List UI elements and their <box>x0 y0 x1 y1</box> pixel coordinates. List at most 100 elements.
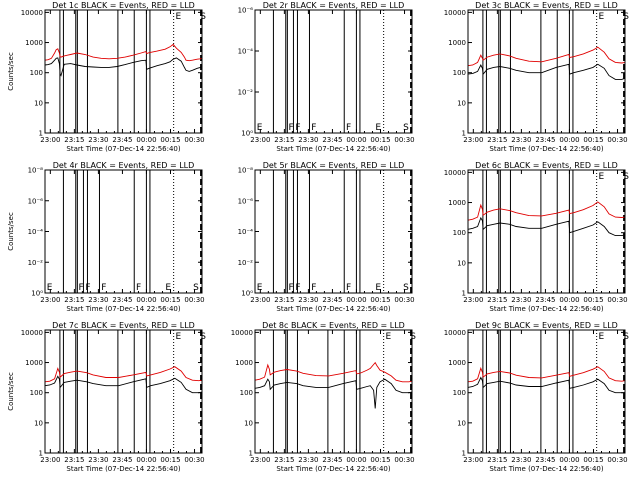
y-tick-label: 10⁻⁶ <box>238 197 254 205</box>
x-tick-label: 00:00 <box>346 296 366 304</box>
y-tick-label: 10⁰ <box>31 290 43 298</box>
x-tick-label: 23:15 <box>274 136 294 144</box>
y-tick-label: 1000 <box>25 359 43 367</box>
x-axis-label: Start Time (07-Dec-14 22:56:40) <box>489 305 603 313</box>
flag-marker: F <box>85 283 90 293</box>
y-tick-label: 10 <box>34 419 43 427</box>
x-tick-label: 00:15 <box>583 456 603 464</box>
x-tick-label: 23:00 <box>40 136 60 144</box>
plot-frame <box>467 329 626 454</box>
flag-marker: F <box>289 283 294 293</box>
y-tick-label: 10⁻⁶ <box>28 197 44 205</box>
panel-title: Det 2r BLACK = Events, RED = LLD <box>263 1 405 10</box>
x-axis-label: Start Time (07-Dec-14 22:56:40) <box>66 465 180 473</box>
y-tick-label: 1000 <box>448 199 466 207</box>
series-line <box>467 366 626 383</box>
x-tick-label: 23:00 <box>250 456 270 464</box>
y-tick-label: 10000 <box>444 9 466 17</box>
x-tick-label: 23:00 <box>463 136 483 144</box>
flag-marker: F <box>346 283 351 293</box>
x-axis-label: Start Time (07-Dec-14 22:56:40) <box>489 465 603 473</box>
y-tick-label: 1 <box>39 450 43 458</box>
y-tick-label: 10⁻⁶ <box>238 7 254 15</box>
flag-marker: E <box>375 283 381 293</box>
x-tick-label: 23:30 <box>511 296 531 304</box>
series-line <box>254 361 413 383</box>
x-tick-label: 00:15 <box>370 136 390 144</box>
y-tick-label: 1000 <box>25 39 43 47</box>
x-tick-label: 23:45 <box>112 136 132 144</box>
x-tick-label: 23:30 <box>298 296 318 304</box>
x-tick-label: 00:30 <box>607 296 627 304</box>
flag-marker: S <box>200 12 206 22</box>
plot-frame <box>44 329 203 454</box>
y-tick-label: 100 <box>30 389 43 397</box>
y-tick-label: 1000 <box>448 39 466 47</box>
x-tick-label: 23:15 <box>487 456 507 464</box>
y-tick-label: 10⁰ <box>241 290 253 298</box>
flag-marker: E <box>165 283 171 293</box>
x-tick-label: 23:00 <box>250 136 270 144</box>
y-tick-label: 10000 <box>444 329 466 337</box>
y-tick-label: 10⁻² <box>238 89 254 97</box>
detector-panel: Det 1c BLACK = Events, RED = LLD 23:00 23:… <box>7 1 206 153</box>
flag-marker: E <box>257 123 263 133</box>
flag-marker: F <box>346 123 351 133</box>
x-tick-label: 23:30 <box>511 136 531 144</box>
x-tick-label: 23:00 <box>40 456 60 464</box>
series-line <box>467 46 626 67</box>
flag-marker: E <box>175 12 181 22</box>
x-axis-label: Start Time (07-Dec-14 22:56:40) <box>276 465 390 473</box>
y-tick-label: 100 <box>30 69 43 77</box>
detector-panel: Det 4r BLACK = Events, RED = LLD 23:00 23:… <box>7 161 205 313</box>
flag-marker: E <box>175 332 181 342</box>
flag-marker: F <box>101 283 106 293</box>
x-axis-label: Start Time (07-Dec-14 22:56:40) <box>276 305 390 313</box>
flag-marker: S <box>623 12 629 22</box>
x-tick-label: 23:45 <box>535 296 555 304</box>
series-line <box>467 376 625 394</box>
flag-marker: F <box>79 283 84 293</box>
flag-marker: F <box>295 123 300 133</box>
flag-marker: S <box>403 123 409 133</box>
x-tick-label: 23:45 <box>322 456 342 464</box>
y-tick-label: 100 <box>453 389 466 397</box>
x-tick-label: 00:00 <box>559 456 579 464</box>
x-tick-label: 00:30 <box>394 456 414 464</box>
x-tick-label: 00:15 <box>160 296 180 304</box>
flag-marker: E <box>47 283 53 293</box>
x-tick-label: 00:30 <box>184 456 204 464</box>
y-tick-label: 10⁻² <box>238 259 254 267</box>
flag-marker: E <box>385 332 391 342</box>
flag-marker: S <box>623 332 629 342</box>
y-tick-label: 10000 <box>21 329 43 337</box>
y-tick-label: 1 <box>39 130 43 138</box>
x-tick-label: 23:45 <box>322 296 342 304</box>
x-tick-label: 23:15 <box>64 136 84 144</box>
series-line <box>467 63 626 80</box>
x-tick-label: 23:30 <box>88 456 108 464</box>
plot-frame <box>254 169 413 294</box>
flag-marker: E <box>598 332 604 342</box>
x-tick-label: 23:15 <box>487 296 507 304</box>
panel-title: Det 4r BLACK = Events, RED = LLD <box>53 161 195 170</box>
plot-frame <box>44 169 203 294</box>
x-tick-label: 23:00 <box>40 296 60 304</box>
plot-frame <box>254 9 413 134</box>
x-tick-label: 23:45 <box>535 136 555 144</box>
panel-title: Det 1c BLACK = Events, RED = LLD <box>52 1 195 10</box>
panel-title: Det 3c BLACK = Events, RED = LLD <box>475 1 618 10</box>
series-line <box>44 375 203 394</box>
detector-panel: Det 3c BLACK = Events, RED = LLD 23:00 23:… <box>444 1 630 153</box>
y-tick-label: 100 <box>240 389 253 397</box>
x-tick-label: 00:15 <box>160 136 180 144</box>
flag-marker: F <box>136 283 141 293</box>
y-tick-label: 10 <box>34 99 43 107</box>
series-line <box>44 366 203 383</box>
y-tick-label: 100 <box>453 69 466 77</box>
flag-marker: F <box>311 283 316 293</box>
flag-marker: S <box>623 172 629 182</box>
x-tick-label: 00:30 <box>607 136 627 144</box>
y-tick-label: 10⁻² <box>28 259 44 267</box>
panel-title: Det 8c BLACK = Events, RED = LLD <box>262 321 405 330</box>
